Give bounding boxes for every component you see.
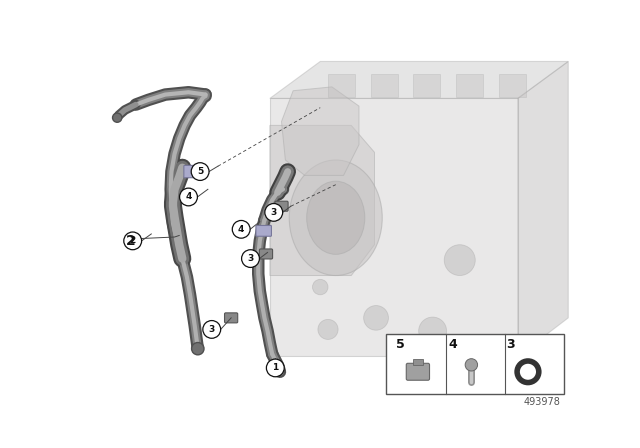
Text: 5: 5 [197,167,204,176]
Circle shape [191,343,204,355]
Circle shape [124,232,141,250]
Circle shape [191,163,209,181]
Bar [371,74,397,97]
Circle shape [113,113,122,122]
FancyBboxPatch shape [406,363,429,380]
Ellipse shape [307,181,365,254]
Text: 3: 3 [271,208,277,217]
Text: 3: 3 [209,325,215,334]
Text: 3: 3 [248,254,253,263]
Circle shape [180,188,197,206]
Text: 4: 4 [448,337,457,350]
Circle shape [419,317,447,345]
Circle shape [266,359,284,377]
Text: 3: 3 [506,337,515,350]
Text: 4: 4 [238,225,244,234]
Circle shape [241,250,259,267]
Bar [413,74,440,97]
Circle shape [312,280,328,295]
Bar [413,359,422,365]
Bar [386,334,564,394]
Circle shape [444,245,476,276]
Ellipse shape [289,160,382,276]
FancyBboxPatch shape [275,201,288,211]
Circle shape [465,359,477,371]
Bar [456,74,483,97]
Text: 493978: 493978 [524,397,561,407]
FancyBboxPatch shape [225,313,237,323]
FancyBboxPatch shape [259,249,273,259]
Polygon shape [518,61,568,356]
Text: 5: 5 [396,337,405,350]
Text: 4: 4 [186,193,192,202]
Bar [328,74,355,97]
Circle shape [364,306,388,330]
Circle shape [265,203,283,221]
Text: 2: 2 [129,237,136,246]
Polygon shape [282,87,359,176]
Text: 2: 2 [125,234,135,248]
Circle shape [517,361,539,383]
Circle shape [232,220,250,238]
Polygon shape [270,99,518,356]
Text: 1: 1 [272,363,278,372]
Bar [499,74,525,97]
FancyBboxPatch shape [256,225,271,236]
Circle shape [203,321,221,338]
FancyBboxPatch shape [184,165,201,178]
Polygon shape [270,61,568,99]
Circle shape [318,319,338,340]
Polygon shape [270,125,374,276]
